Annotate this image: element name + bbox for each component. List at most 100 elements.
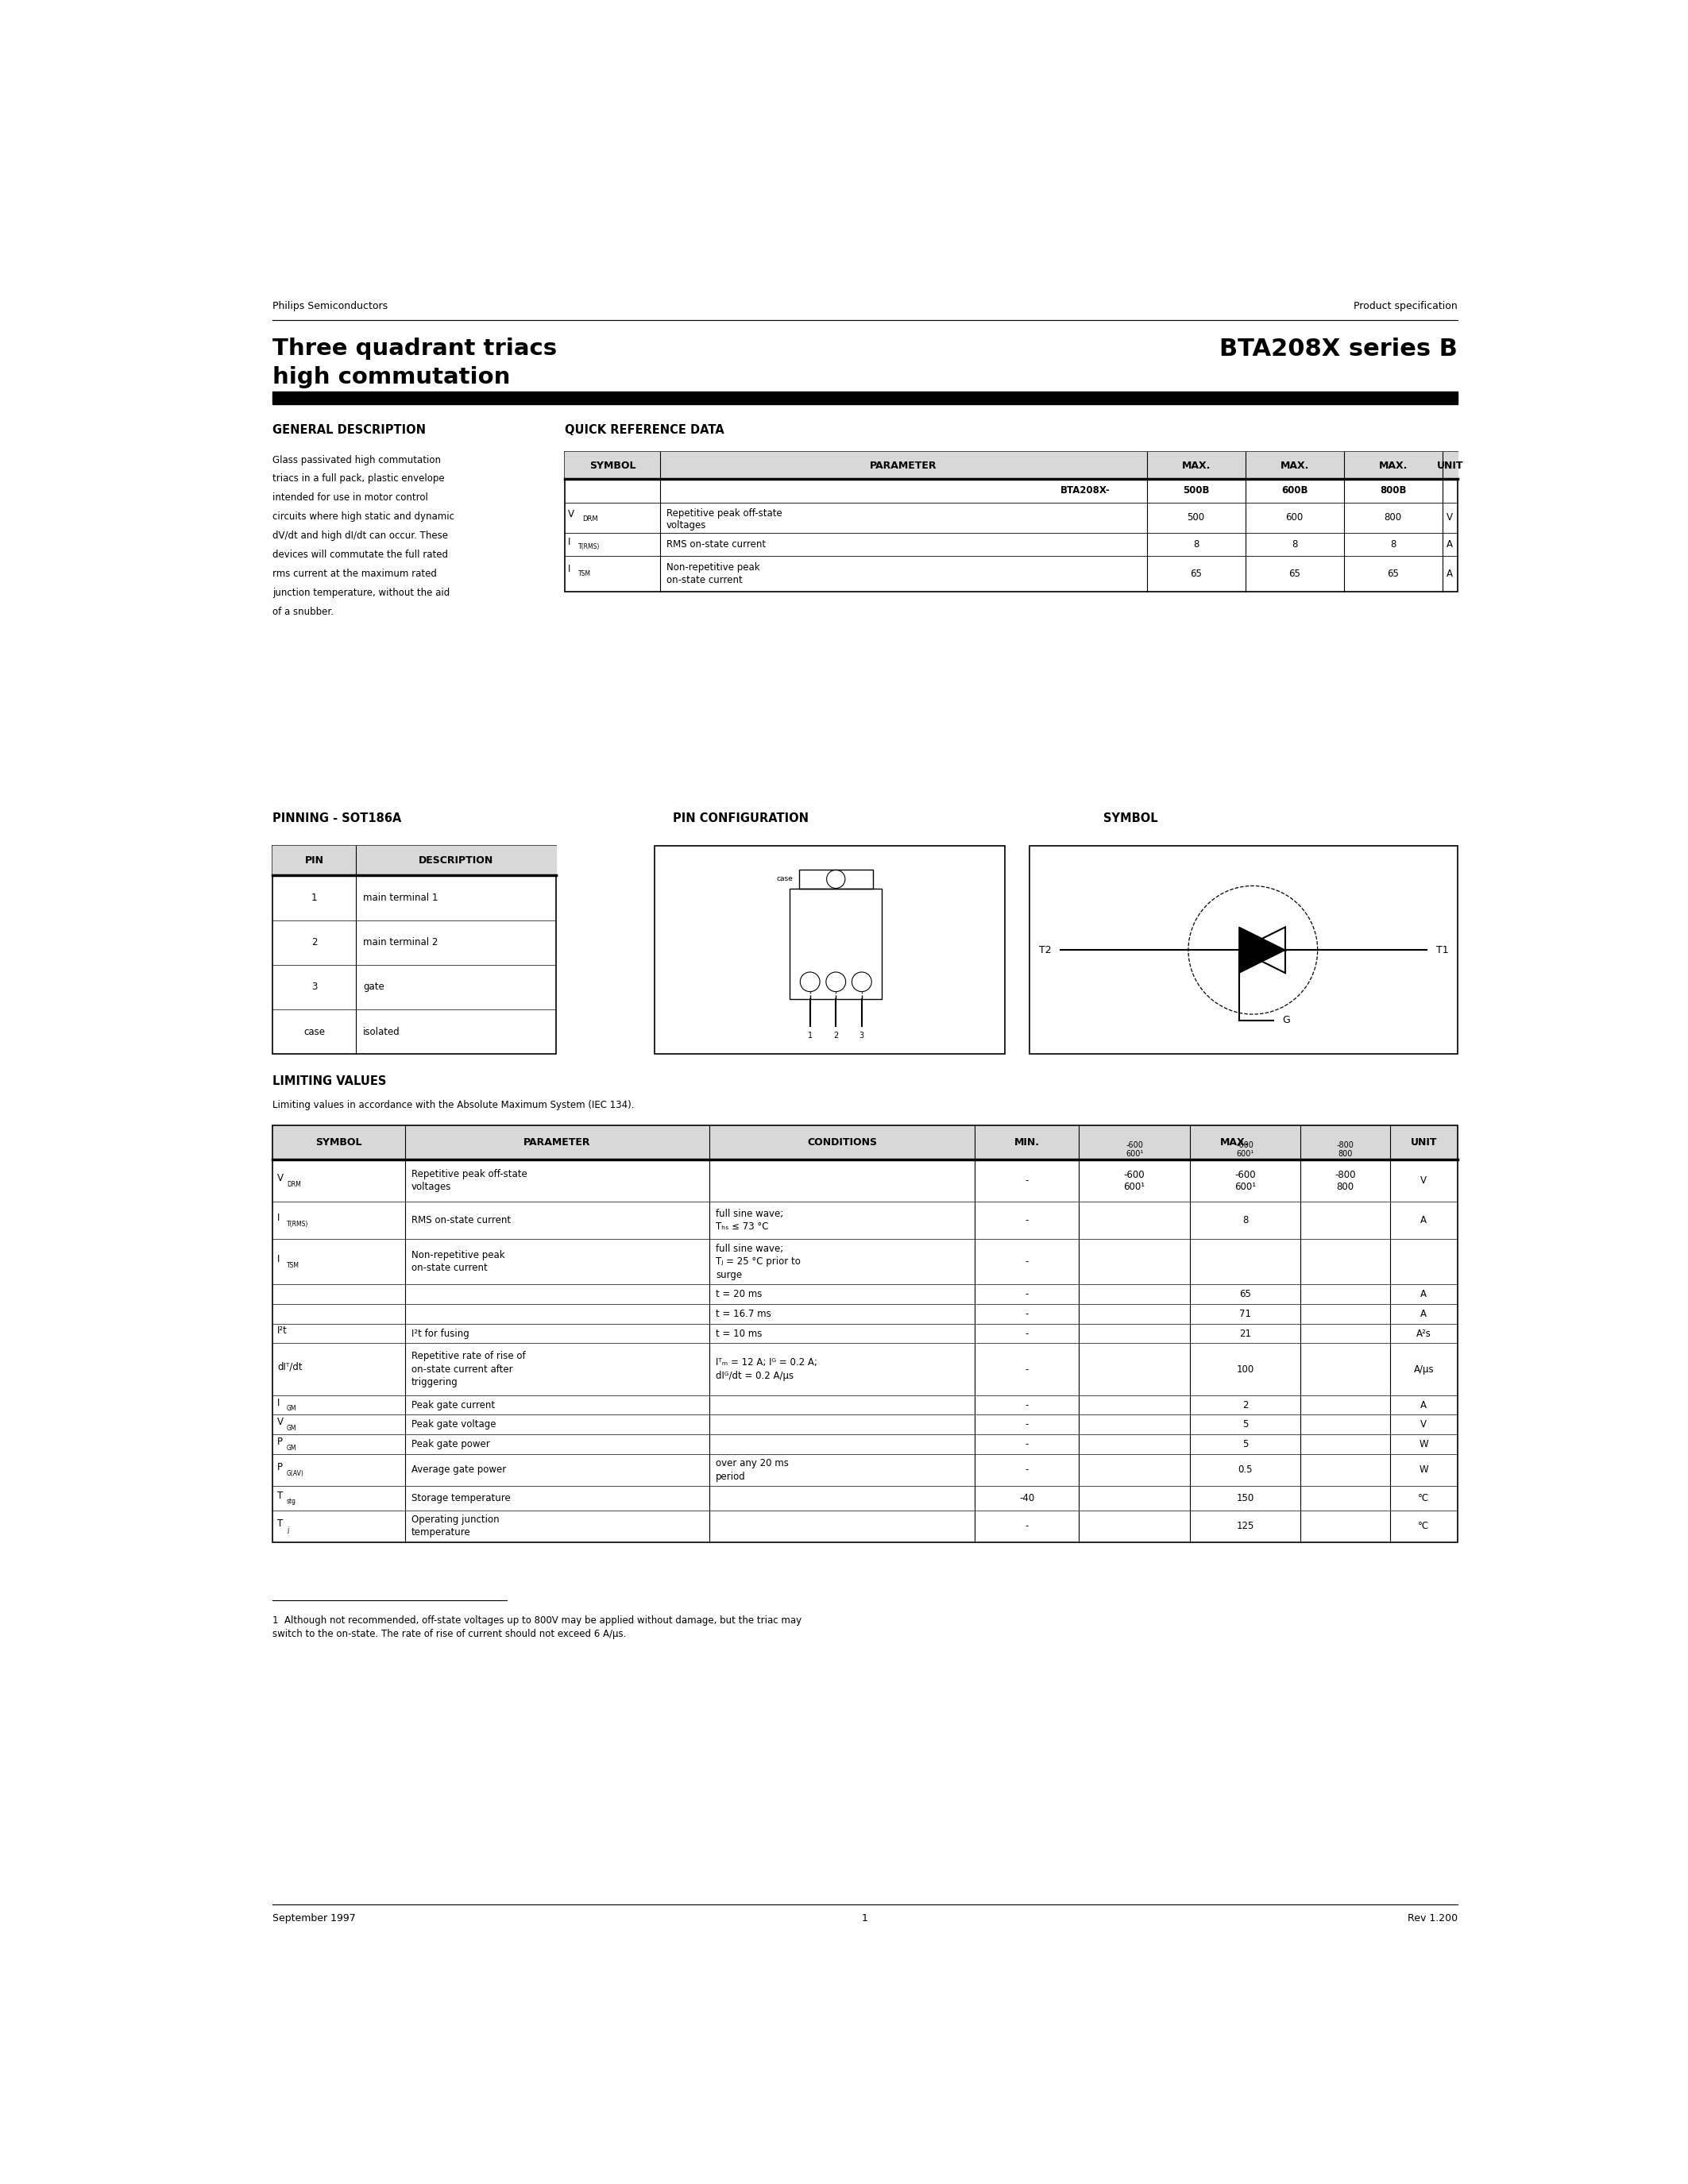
Text: MAX.: MAX.: [1280, 461, 1308, 470]
Text: °C: °C: [1418, 1520, 1430, 1531]
Text: I: I: [277, 1398, 280, 1409]
Text: UNIT: UNIT: [1436, 461, 1463, 470]
Text: W: W: [1420, 1439, 1428, 1450]
Text: A: A: [1447, 539, 1453, 550]
Text: 600: 600: [1286, 513, 1303, 522]
Text: 125: 125: [1236, 1520, 1254, 1531]
Text: -: -: [1025, 1520, 1028, 1531]
Text: Repetitive peak off-state: Repetitive peak off-state: [667, 509, 782, 518]
Text: -: -: [1025, 1214, 1028, 1225]
Text: °C: °C: [1418, 1494, 1430, 1503]
Text: t = 10 ms: t = 10 ms: [716, 1328, 763, 1339]
Text: 65: 65: [1388, 568, 1399, 579]
Text: BTA208X series B: BTA208X series B: [1219, 336, 1458, 360]
Text: QUICK REFERENCE DATA: QUICK REFERENCE DATA: [565, 424, 724, 437]
Text: Rev 1.200: Rev 1.200: [1408, 1913, 1458, 1924]
Text: September 1997: September 1997: [272, 1913, 356, 1924]
Text: PARAMETER: PARAMETER: [523, 1138, 591, 1147]
Text: CONDITIONS: CONDITIONS: [807, 1138, 878, 1147]
Text: high commutation: high commutation: [272, 367, 510, 389]
Text: stg: stg: [287, 1498, 297, 1505]
Text: A: A: [1421, 1308, 1426, 1319]
Bar: [272, 845, 555, 1055]
Text: dIᵀ/dt: dIᵀ/dt: [277, 1361, 302, 1372]
Text: W: W: [1420, 1465, 1428, 1474]
Text: case: case: [304, 1026, 324, 1037]
Text: 1: 1: [863, 1913, 868, 1924]
Text: MAX.: MAX.: [1220, 1138, 1249, 1147]
Text: UNIT: UNIT: [1411, 1138, 1436, 1147]
Text: 3: 3: [311, 983, 317, 992]
Text: Peak gate current: Peak gate current: [412, 1400, 495, 1411]
Text: -: -: [1025, 1308, 1028, 1319]
Text: A: A: [1421, 1400, 1426, 1411]
Text: PIN: PIN: [304, 856, 324, 865]
Text: over any 20 ms
period: over any 20 ms period: [716, 1459, 788, 1481]
Text: rms current at the maximum rated: rms current at the maximum rated: [272, 568, 437, 579]
Text: Peak gate power: Peak gate power: [412, 1439, 490, 1450]
Text: I²t for fusing: I²t for fusing: [412, 1328, 469, 1339]
Text: T2: T2: [1040, 946, 1052, 954]
Text: SYMBOL: SYMBOL: [316, 1138, 361, 1147]
Text: I: I: [569, 537, 571, 548]
Text: Product specification: Product specification: [1354, 301, 1458, 312]
Text: V: V: [277, 1417, 284, 1428]
Text: main terminal 2: main terminal 2: [363, 937, 437, 948]
Text: GM: GM: [287, 1404, 297, 1413]
Text: T(RMS): T(RMS): [579, 544, 601, 550]
Text: full sine wave;
Tⱼ = 25 °C prior to
surge: full sine wave; Tⱼ = 25 °C prior to surg…: [716, 1243, 800, 1280]
Text: -: -: [1025, 1465, 1028, 1474]
Text: -600
600¹: -600 600¹: [1126, 1142, 1143, 1158]
Text: -: -: [1025, 1400, 1028, 1411]
Text: Peak gate voltage: Peak gate voltage: [412, 1420, 496, 1431]
Text: 65: 65: [1190, 568, 1202, 579]
Text: devices will commutate the full rated: devices will commutate the full rated: [272, 550, 447, 559]
Text: Philips Semiconductors: Philips Semiconductors: [272, 301, 388, 312]
Text: Operating junction
temperature: Operating junction temperature: [412, 1514, 500, 1538]
Text: A/μs: A/μs: [1413, 1365, 1435, 1374]
Text: Three quadrant triacs: Three quadrant triacs: [272, 339, 557, 360]
Text: -: -: [1025, 1420, 1028, 1431]
Text: -: -: [1025, 1289, 1028, 1299]
Text: Repetitive peak off-state
voltages: Repetitive peak off-state voltages: [412, 1168, 527, 1192]
Bar: [272, 391, 1458, 404]
Bar: [1030, 845, 1458, 1055]
Text: SYMBOL: SYMBOL: [1104, 812, 1158, 826]
Text: 2: 2: [834, 1031, 839, 1040]
Text: T1: T1: [1436, 946, 1448, 954]
Text: 800: 800: [1384, 513, 1401, 522]
Text: Non-repetitive peak: Non-repetitive peak: [667, 563, 760, 572]
Text: 8: 8: [1391, 539, 1396, 550]
Text: RMS on-state current: RMS on-state current: [667, 539, 766, 550]
Text: t = 20 ms: t = 20 ms: [716, 1289, 763, 1299]
Text: Average gate power: Average gate power: [412, 1465, 506, 1474]
Text: -40: -40: [1020, 1494, 1035, 1503]
Text: T: T: [277, 1489, 284, 1500]
Text: t = 16.7 ms: t = 16.7 ms: [716, 1308, 771, 1319]
Text: -: -: [1025, 1365, 1028, 1374]
Text: I²t: I²t: [277, 1326, 287, 1337]
Text: V: V: [1447, 513, 1453, 522]
Text: V: V: [569, 509, 574, 520]
Text: GM: GM: [287, 1424, 297, 1433]
Text: DESCRIPTION: DESCRIPTION: [419, 856, 493, 865]
Text: PARAMETER: PARAMETER: [869, 461, 937, 470]
Text: case: case: [776, 876, 793, 882]
Text: A: A: [1421, 1214, 1426, 1225]
Polygon shape: [1239, 926, 1285, 974]
Text: 2: 2: [311, 937, 317, 948]
Text: MIN.: MIN.: [1014, 1138, 1040, 1147]
Text: 100: 100: [1236, 1365, 1254, 1374]
Text: 21: 21: [1239, 1328, 1251, 1339]
Text: -800
800: -800 800: [1335, 1168, 1355, 1192]
Text: A: A: [1447, 568, 1453, 579]
Text: isolated: isolated: [363, 1026, 400, 1037]
Text: 1: 1: [311, 893, 317, 902]
Text: GENERAL DESCRIPTION: GENERAL DESCRIPTION: [272, 424, 425, 437]
Text: -: -: [1025, 1175, 1028, 1186]
Text: 2: 2: [1242, 1400, 1247, 1411]
Text: -600
600¹: -600 600¹: [1236, 1142, 1254, 1158]
Text: BTA208X-: BTA208X-: [1060, 485, 1111, 496]
Bar: [272, 1125, 1458, 1542]
Text: PIN CONFIGURATION: PIN CONFIGURATION: [674, 812, 809, 826]
